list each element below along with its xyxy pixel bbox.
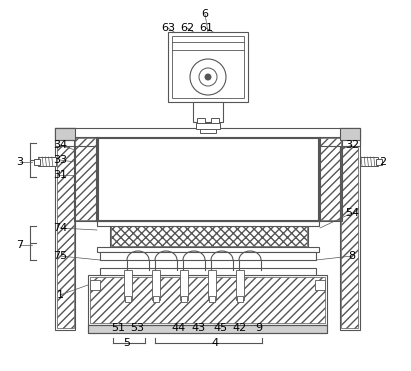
Bar: [75, 138, 97, 220]
Circle shape: [199, 68, 217, 86]
Bar: [97, 138, 319, 220]
Bar: [193, 102, 223, 122]
Bar: [55, 128, 75, 330]
Text: 34: 34: [53, 140, 67, 150]
Text: 2: 2: [379, 157, 387, 167]
Text: 53: 53: [130, 323, 144, 333]
Bar: [360, 157, 378, 166]
Bar: [211, 118, 219, 128]
Bar: [315, 280, 325, 290]
Text: 4: 4: [211, 338, 219, 348]
Bar: [209, 296, 215, 302]
Bar: [153, 296, 159, 302]
Bar: [111, 226, 307, 246]
Bar: [90, 277, 325, 323]
Bar: [90, 280, 100, 290]
Text: 43: 43: [191, 323, 205, 333]
Circle shape: [205, 74, 211, 80]
Bar: [100, 268, 316, 275]
Bar: [181, 296, 187, 302]
Bar: [110, 225, 308, 247]
Text: 42: 42: [233, 323, 247, 333]
Bar: [88, 325, 327, 333]
Bar: [55, 128, 360, 146]
Bar: [318, 137, 342, 221]
Text: 6: 6: [201, 9, 208, 19]
Text: 45: 45: [213, 323, 227, 333]
Bar: [341, 130, 358, 328]
Text: 63: 63: [161, 23, 175, 33]
Bar: [172, 36, 244, 98]
Bar: [237, 296, 243, 302]
Bar: [97, 247, 319, 252]
Bar: [236, 270, 244, 300]
Bar: [97, 221, 319, 226]
Bar: [74, 137, 98, 221]
Text: 54: 54: [345, 208, 359, 218]
Text: 75: 75: [53, 251, 67, 261]
Bar: [57, 130, 74, 328]
Circle shape: [190, 59, 226, 95]
Bar: [34, 159, 40, 165]
Bar: [196, 123, 220, 129]
Bar: [376, 159, 382, 165]
Text: 74: 74: [53, 223, 67, 233]
Text: 8: 8: [349, 251, 356, 261]
Text: 33: 33: [53, 155, 67, 165]
Text: 3: 3: [16, 157, 23, 167]
Bar: [125, 296, 131, 302]
Text: 7: 7: [16, 240, 23, 250]
Text: 32: 32: [345, 140, 359, 150]
Bar: [168, 32, 248, 102]
Bar: [200, 127, 216, 133]
Text: 61: 61: [199, 23, 213, 33]
Bar: [152, 270, 160, 300]
Text: 62: 62: [180, 23, 194, 33]
Bar: [197, 118, 205, 128]
Bar: [340, 128, 360, 330]
Bar: [88, 275, 327, 325]
Text: 44: 44: [172, 323, 186, 333]
Bar: [38, 157, 56, 166]
Text: 9: 9: [256, 323, 263, 333]
Text: 31: 31: [53, 170, 67, 180]
Bar: [319, 138, 341, 220]
Text: 5: 5: [123, 338, 131, 348]
Bar: [55, 128, 75, 140]
Bar: [180, 270, 188, 300]
Text: 1: 1: [56, 290, 64, 300]
Bar: [100, 252, 316, 260]
Bar: [208, 270, 216, 300]
Bar: [88, 325, 327, 333]
Bar: [96, 137, 320, 221]
Bar: [124, 270, 132, 300]
Text: 51: 51: [111, 323, 125, 333]
Bar: [340, 128, 360, 140]
